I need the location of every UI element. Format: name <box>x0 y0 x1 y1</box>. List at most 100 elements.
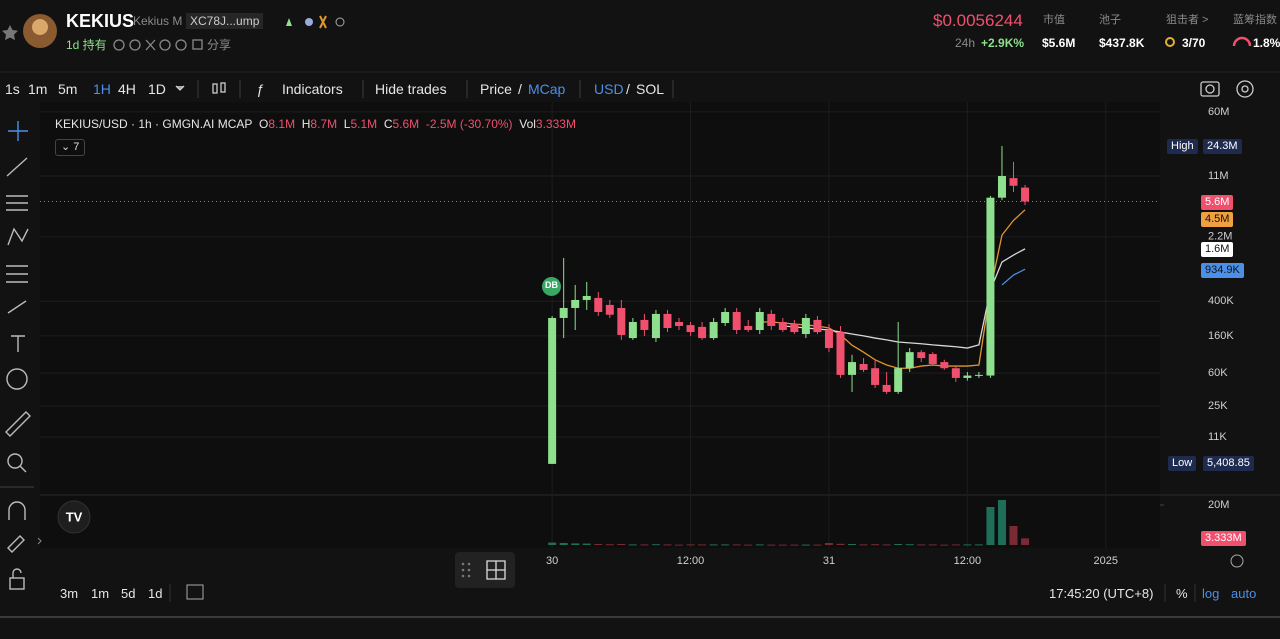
candle-body <box>928 354 937 365</box>
candle-body <box>894 368 903 392</box>
volume-bar <box>721 544 730 546</box>
volume-bar <box>790 544 799 546</box>
volume-bar <box>675 544 684 546</box>
token-address[interactable]: XC78J...ump <box>186 13 264 29</box>
percent-toggle[interactable]: % <box>1176 586 1188 601</box>
volume-bar <box>640 544 649 546</box>
candle-body <box>974 374 983 376</box>
volume-bar <box>663 544 672 546</box>
candle-body <box>813 319 822 333</box>
volume-bar <box>986 507 995 545</box>
x-tick-label: 2025 <box>1094 555 1118 567</box>
candle-body <box>594 297 603 313</box>
badge-icon <box>335 17 345 27</box>
volume-bar <box>836 543 845 545</box>
log-toggle[interactable]: log <box>1202 586 1220 601</box>
volume-bar <box>1021 538 1030 545</box>
stat-label: 市值 <box>1043 14 1065 26</box>
volume-bar <box>571 543 580 545</box>
token-name: KEKIUS <box>66 11 135 31</box>
candle-body <box>790 324 799 333</box>
y-tick-label: 60M <box>1208 106 1229 118</box>
volume-tag: 3.333M <box>1201 531 1246 546</box>
price: $0.0056244 <box>933 11 1023 30</box>
candle-body <box>686 325 695 333</box>
volume-bar <box>732 544 741 546</box>
legend-label: L <box>343 117 351 131</box>
volume-bar <box>951 544 960 546</box>
stat-label[interactable]: 狙击者 > <box>1166 14 1209 26</box>
y-tick-label: 60K <box>1208 367 1228 379</box>
legend-value: 8.7M <box>310 117 338 131</box>
favorite-icon[interactable] <box>2 25 18 41</box>
volume-bar <box>698 544 707 546</box>
legend-value: 5.1M <box>350 117 378 131</box>
volume-bar <box>559 543 568 545</box>
range[interactable]: 5d <box>121 586 136 601</box>
interval-active[interactable]: 1H <box>93 81 111 97</box>
usd-toggle[interactable]: USD <box>594 81 624 97</box>
candle-body <box>963 375 972 378</box>
badge-icon <box>286 18 292 26</box>
volume-bar <box>709 544 718 546</box>
interval[interactable]: 5m <box>58 81 78 97</box>
range[interactable]: 1d <box>148 586 163 601</box>
change: +2.9K% <box>981 36 1025 50</box>
interval[interactable]: 4H <box>118 81 136 97</box>
trade-marker[interactable]: DB <box>542 277 561 296</box>
moving-average <box>1001 268 1026 286</box>
high-value: 24.3M <box>1203 139 1242 154</box>
candle-body <box>859 364 868 370</box>
auto-toggle[interactable]: auto <box>1231 586 1257 601</box>
candle-body <box>732 312 741 330</box>
change-label: 24h <box>955 36 976 50</box>
volume-bar <box>582 543 591 545</box>
range[interactable]: 1m <box>91 586 110 601</box>
interval[interactable]: 1m <box>28 81 48 97</box>
hide-trades-button[interactable]: Hide trades <box>375 81 447 97</box>
candle-body <box>709 322 718 339</box>
y-tick-label: 11M <box>1208 170 1229 182</box>
indicator-toggle[interactable]: ⌄ 7 <box>55 139 86 156</box>
candle-body <box>801 317 810 335</box>
price-toggle[interactable]: Price <box>480 81 512 97</box>
mcap-toggle[interactable]: MCap <box>528 81 566 97</box>
collapse-icon[interactable] <box>37 537 42 545</box>
drawing-tools[interactable] <box>0 121 34 590</box>
x-tick-label: 12:00 <box>954 555 982 567</box>
indicators-button[interactable]: Indicators <box>282 81 343 97</box>
stat-value: 1.8% <box>1253 36 1280 50</box>
candle-body <box>663 313 672 329</box>
slash: / <box>518 81 522 97</box>
volume-bar <box>755 544 764 546</box>
legend-label: Vol <box>519 117 536 131</box>
candle-body <box>951 368 960 378</box>
y-tick-label: 2.2M <box>1208 231 1232 243</box>
sol-toggle[interactable]: SOL <box>636 81 665 97</box>
token-subname: Kekius M <box>133 14 183 28</box>
candles <box>548 146 1030 464</box>
drag-handle <box>461 562 471 578</box>
candle-body <box>778 322 787 330</box>
x-tick-label: 30 <box>546 555 558 567</box>
volume-tick-label: 20M <box>1208 499 1229 511</box>
measure-icon[interactable] <box>486 560 506 580</box>
legend-value: 8.1M <box>268 117 296 131</box>
share[interactable]: 分享 <box>207 38 232 52</box>
candle-body <box>721 312 730 324</box>
candle-body <box>997 176 1006 198</box>
date-range-icon[interactable] <box>186 584 204 600</box>
candle-body <box>582 295 591 300</box>
interval[interactable]: 1D <box>148 81 166 97</box>
volume-bar <box>767 544 776 546</box>
interval[interactable]: 1s <box>5 81 20 97</box>
volume-bar <box>917 544 926 546</box>
candle-body <box>917 352 926 359</box>
stat-value: $5.6M <box>1042 36 1076 50</box>
range[interactable]: 3m <box>60 586 79 601</box>
volume-bar <box>617 544 626 545</box>
volume-bar <box>963 544 972 546</box>
candle-body <box>1021 187 1030 202</box>
axis-settings-icon[interactable] <box>1230 554 1244 568</box>
